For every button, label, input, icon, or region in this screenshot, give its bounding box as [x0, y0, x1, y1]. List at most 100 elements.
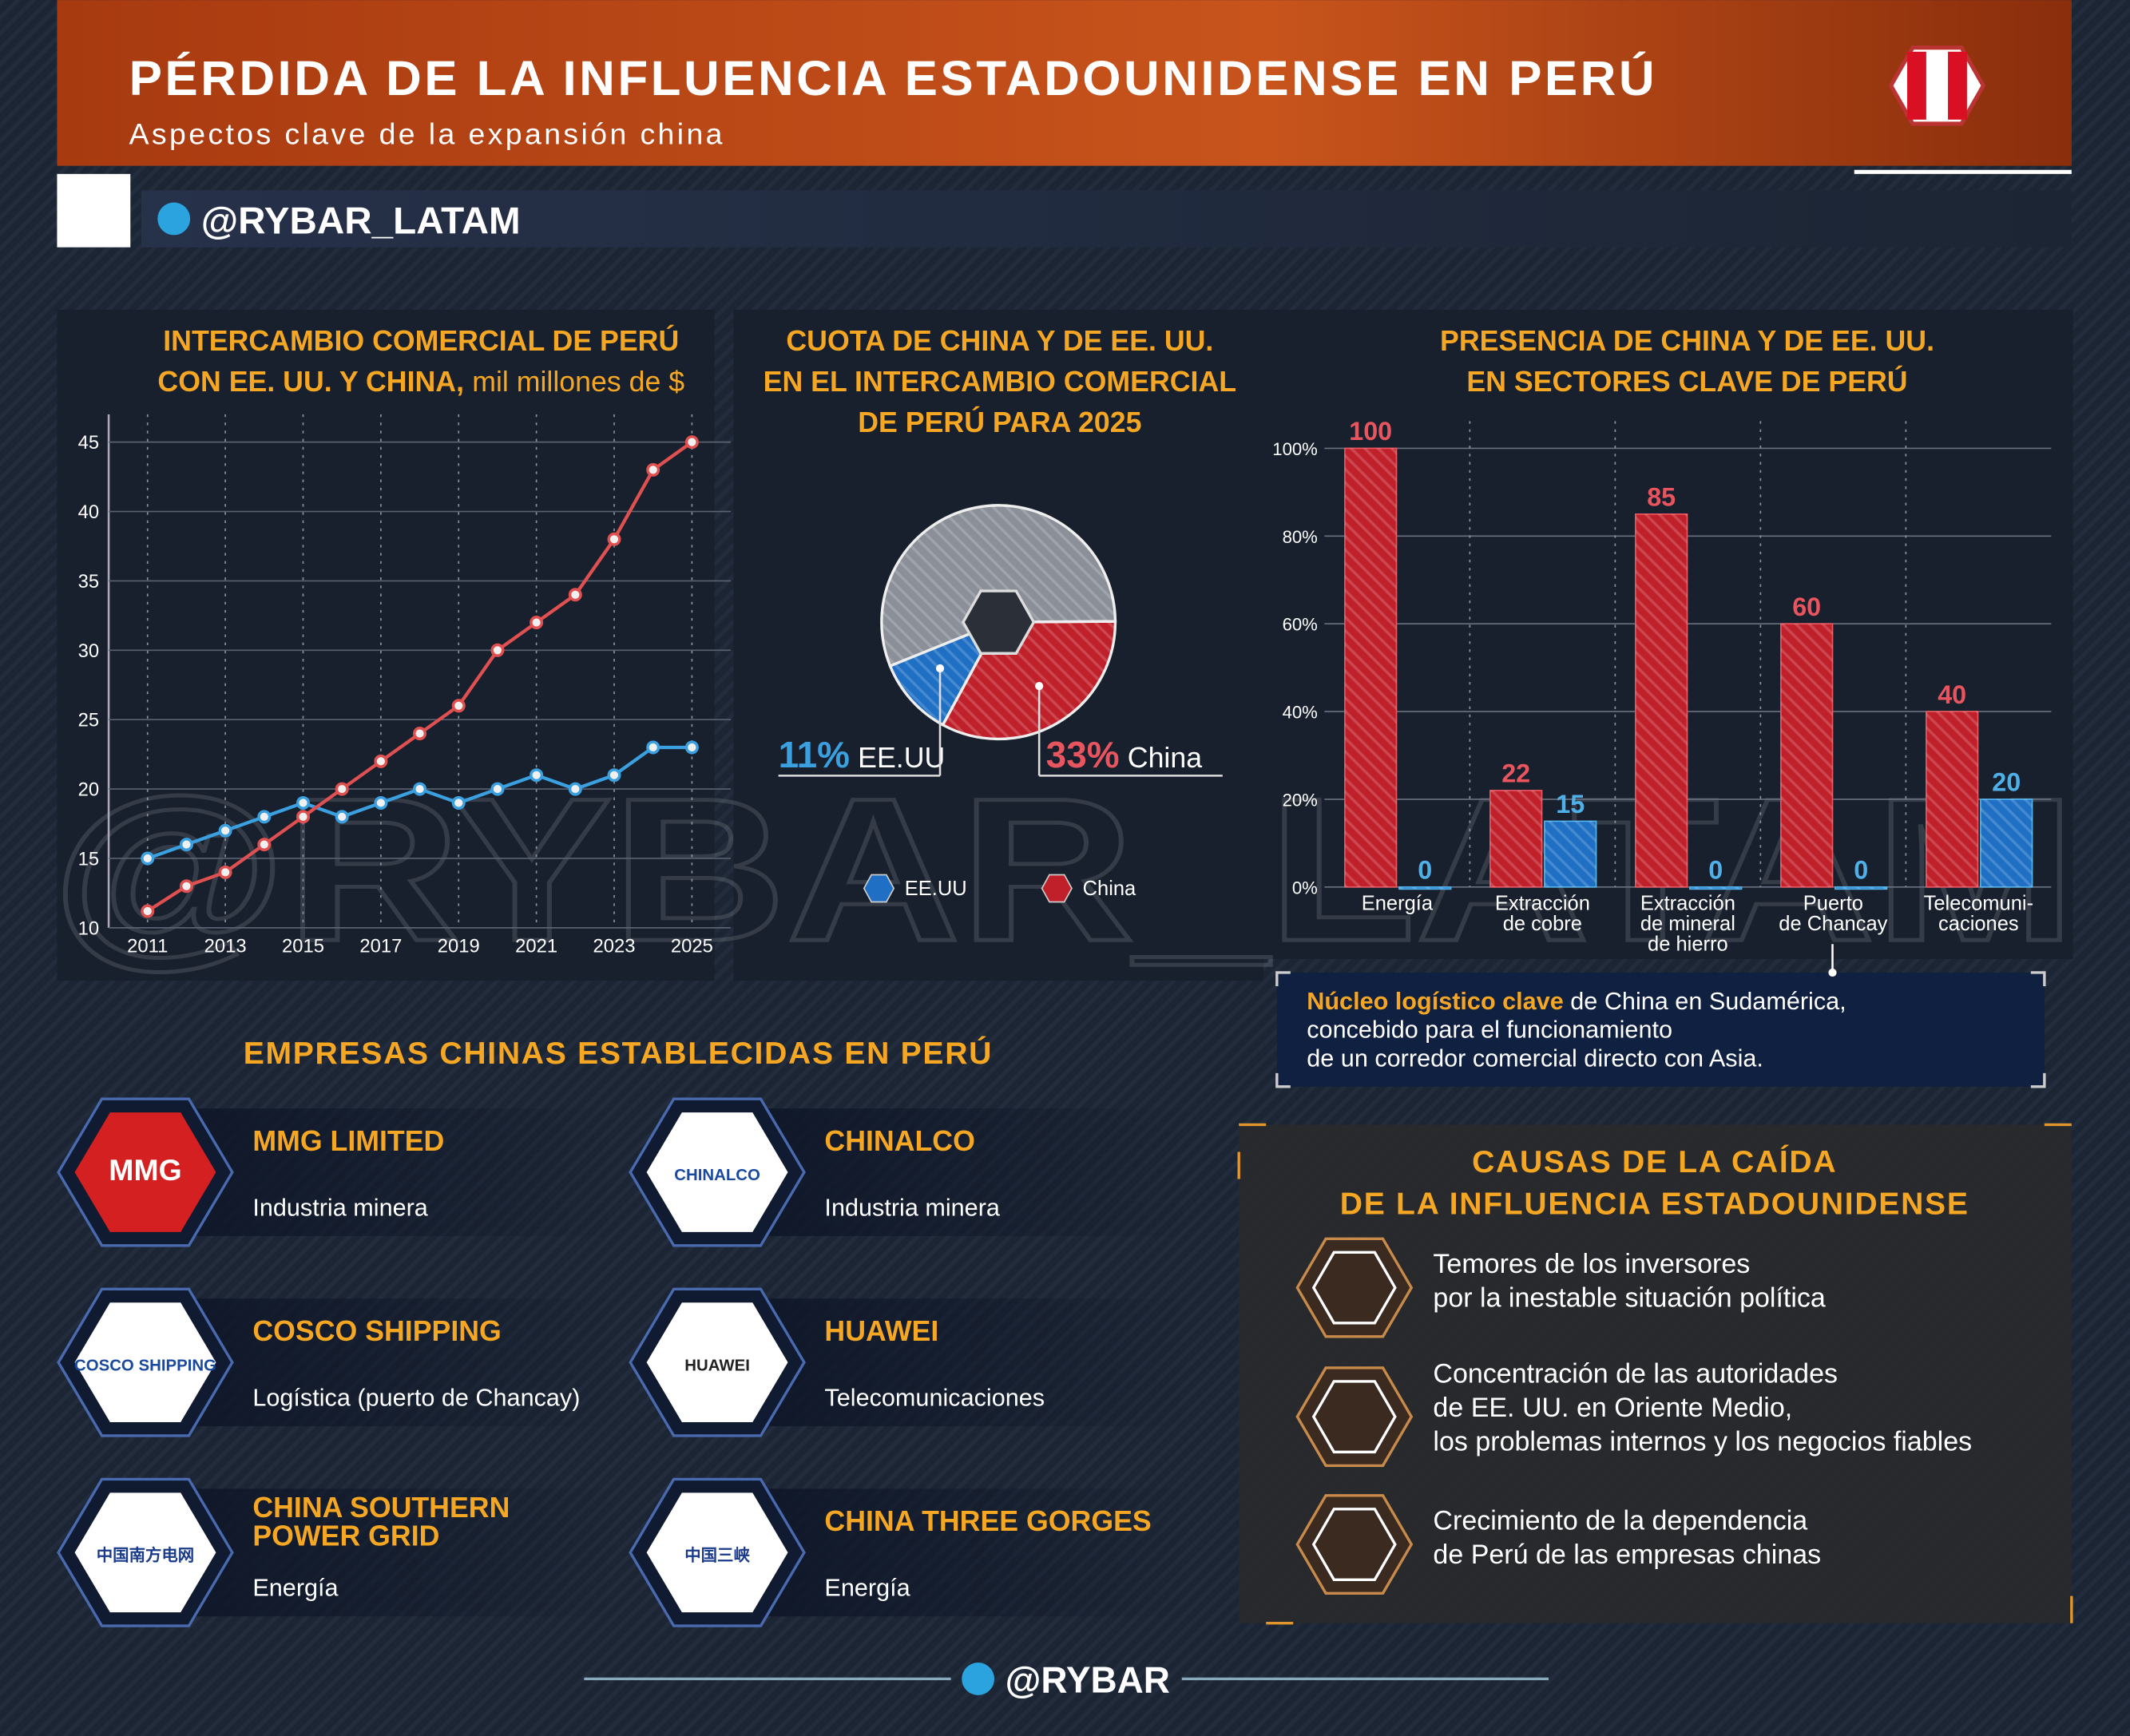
legend-swatch [863, 874, 895, 903]
bar-hatch [1780, 624, 1833, 887]
x-tick-label: 2023 [593, 935, 636, 957]
value-label: 100 [1349, 417, 1392, 446]
cause-icon-inner [1311, 1380, 1397, 1454]
section-title: EMPRESAS CHINAS ESTABLECIDAS EN PERÚ [244, 1036, 993, 1071]
annotation-box [1276, 972, 2045, 1087]
data-point [684, 740, 699, 755]
x-tick-label: 2013 [204, 935, 247, 957]
text-line: DE LA INFLUENCIA ESTADOUNIDENSE [1340, 1187, 1969, 1222]
bar-hatch [1689, 886, 1742, 890]
chart-title: PRESENCIA DE CHINA Y DE EE. UU. EN SECTOR… [1440, 325, 1934, 398]
data-point [141, 904, 155, 918]
decor-line [1854, 169, 2072, 174]
flag [1888, 46, 1986, 126]
x-tick-label: 2025 [671, 935, 713, 957]
company-sector: Industria minera [824, 1194, 1000, 1221]
text-line: los problemas internos y los negocios fi… [1433, 1427, 1972, 1457]
data-point [335, 782, 349, 796]
x-tick-label: Extracción de mineral de hierro [1640, 893, 1735, 956]
y-tick-label: 25 [78, 710, 99, 731]
text-line: EN SECTORES CLAVE DE PERÚ [1466, 366, 1907, 398]
watermark: @RYBAR_LATAM [52, 756, 2076, 984]
text-line: Crecimiento de la dependencia [1433, 1505, 1807, 1536]
data-point [413, 782, 427, 796]
chart-title: CUOTA DE CHINA Y DE EE. UU. EN EL INTERCA… [764, 325, 1236, 438]
company-name: HUAWEI [824, 1315, 938, 1347]
legend-label: EE.UU [905, 878, 967, 900]
bar-hatch [1544, 821, 1597, 887]
cause-icon [1295, 1366, 1414, 1468]
company-sector: Industria minera [252, 1194, 428, 1221]
data-point [179, 838, 193, 852]
logo-bg [646, 1302, 788, 1422]
bar-hatch [1980, 799, 2033, 887]
data-point [218, 823, 232, 838]
cause-text: Temores de los inversores por la inestabl… [1433, 1249, 1825, 1314]
text-line: Puerto [1803, 893, 1863, 915]
data-point [607, 768, 621, 783]
logo-text: HUAWEI [684, 1357, 750, 1374]
data-point [296, 810, 311, 824]
logo-text: CHINALCO [674, 1167, 760, 1184]
chart-unit: mil millones de $ [472, 366, 684, 398]
center-icon [961, 589, 1036, 655]
logo-text: 中国南方电网 [97, 1545, 194, 1564]
company-name: MMG LIMITED [252, 1125, 444, 1157]
cause-icon-inner [1311, 1508, 1397, 1581]
data-point [218, 865, 232, 879]
logo-text: COSCO SHIPPING [74, 1357, 216, 1374]
page-subtitle: Aspectos clave de la expansión china [129, 117, 725, 150]
company-sector: Energía [824, 1575, 910, 1602]
company-sector: Energía [252, 1575, 339, 1602]
text-line: Telecomuni- [1924, 893, 2033, 915]
data-point [646, 740, 660, 755]
cause-text: Crecimiento de la dependencia de Perú de … [1433, 1505, 1821, 1570]
flag-stripe [1907, 51, 1926, 120]
value-label: 85 [1647, 483, 1676, 512]
text-line: PRESENCIA DE CHINA Y DE EE. UU. [1440, 325, 1934, 357]
logo-text: MMG [109, 1153, 181, 1187]
text-line: de cobre [1503, 913, 1582, 935]
footer-handle: @RYBAR [1006, 1659, 1170, 1700]
handle-bar [141, 190, 2072, 248]
x-tick-label: 2019 [438, 935, 480, 957]
company-name: CHINA THREE GORGES [824, 1505, 1151, 1537]
text-line: DE PERÚ PARA 2025 [858, 406, 1141, 438]
annotation-text: de China en Sudamérica, concebido para el… [1307, 988, 1846, 1072]
x-tick-label: Puerto de Chancay [1779, 893, 1887, 936]
data-point [257, 838, 272, 852]
data-point [568, 782, 582, 796]
value-label: 0 [1708, 856, 1723, 885]
cause-text: Concentración de las autoridades de EE. U… [1433, 1359, 1972, 1457]
value-label: 0 [1418, 856, 1432, 885]
y-tick-label: 30 [78, 640, 99, 662]
x-tick-label: 2017 [359, 935, 402, 957]
bar-hatch [1926, 711, 1978, 887]
x-tick-label: 2011 [127, 935, 168, 957]
annotation-highlight: Núcleo logístico clave [1307, 988, 1564, 1015]
data-point [451, 699, 466, 713]
data-point [296, 795, 311, 810]
y-tick-label: 15 [78, 848, 99, 870]
company-sector: Telecomunicaciones [824, 1385, 1045, 1412]
text-line: CHINA SOUTHERN [252, 1492, 510, 1524]
data-point [179, 879, 193, 894]
company-name: CHINA SOUTHERN POWER GRID [252, 1492, 510, 1552]
cause-icon [1295, 1237, 1414, 1338]
text-line: Extracción [1640, 893, 1735, 915]
data-point [413, 727, 427, 741]
value-label: 60 [1792, 593, 1821, 621]
text-line: POWER GRID [252, 1520, 439, 1552]
telegram-icon [962, 1663, 995, 1695]
text-line: CAUSAS DE LA CAÍDA [1472, 1144, 1837, 1179]
text-line: de Chancay [1779, 913, 1887, 935]
logo-bg [646, 1492, 788, 1613]
text-line: Extracción [1495, 893, 1590, 915]
leader-dot [1828, 968, 1837, 977]
text-line: CUOTA DE CHINA Y DE EE. UU. [786, 325, 1213, 357]
logo-text: 中国三峡 [684, 1545, 750, 1564]
data-point [335, 810, 349, 824]
section-title: CAUSAS DE LA CAÍDA DE LA INFLUENCIA ESTAD… [1340, 1144, 1969, 1222]
text-line: de mineral [1640, 913, 1735, 935]
